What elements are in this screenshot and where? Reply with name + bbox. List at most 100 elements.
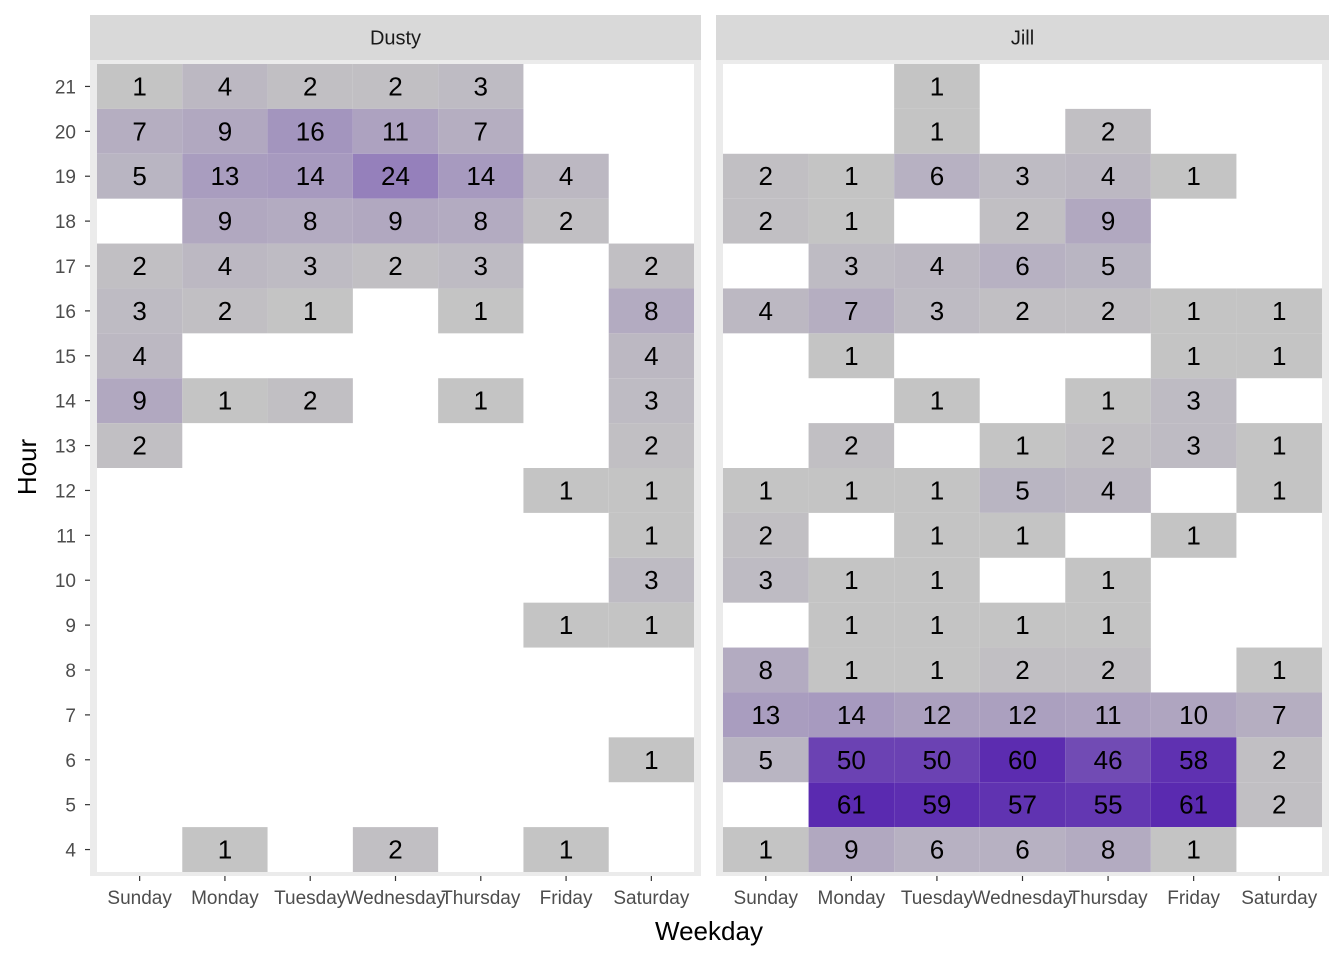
cell-value-label: 1 (930, 655, 944, 685)
cell-value-label: 7 (1272, 700, 1286, 730)
cell-value-label: 1 (1272, 431, 1286, 461)
heat-tile (808, 692, 895, 738)
heat-tile (723, 827, 809, 872)
cell-value-label: 2 (1101, 431, 1115, 461)
cell-value-label: 1 (644, 520, 658, 550)
heat-tile (979, 782, 1066, 828)
heat-tile (1150, 153, 1237, 199)
heat-tile (608, 737, 694, 783)
heat-tile (894, 468, 980, 513)
heat-tile (608, 378, 694, 424)
heat-tile (97, 333, 183, 379)
heat-tile (1236, 692, 1322, 738)
cell-value-label: 8 (644, 296, 658, 326)
heat-tile (808, 647, 895, 693)
cell-value-label: 2 (644, 431, 658, 461)
x-tick-label: Tuesday (274, 888, 347, 909)
heat-tile (97, 288, 183, 334)
cell-value-label: 4 (1101, 161, 1115, 191)
cell-value-label: 8 (759, 655, 773, 685)
cell-value-label: 8 (474, 206, 488, 236)
y-tick-label: 6 (65, 751, 76, 772)
heat-tile (1236, 333, 1322, 379)
y-axis-title: Hour (12, 438, 42, 495)
heat-tile (894, 557, 980, 603)
cell-value-label: 2 (559, 206, 573, 236)
x-tick-label: Sunday (107, 888, 172, 909)
cell-value-label: 1 (132, 71, 146, 101)
cell-value-label: 9 (388, 206, 402, 236)
cell-value-label: 14 (296, 161, 325, 191)
cell-value-label: 1 (1015, 610, 1029, 640)
cell-value-label: 61 (1179, 790, 1208, 820)
cell-value-label: 2 (759, 161, 773, 191)
heat-tile (979, 198, 1066, 244)
cell-value-label: 1 (1186, 341, 1200, 371)
y-tick-label: 8 (65, 661, 76, 682)
heat-tile (608, 243, 694, 289)
cell-value-label: 1 (844, 610, 858, 640)
heat-tile (894, 602, 980, 648)
cell-value-label: 1 (1015, 520, 1029, 550)
heat-tile (894, 647, 980, 693)
heat-tile (894, 737, 980, 783)
heat-tile (808, 333, 895, 379)
cell-value-label: 1 (1272, 475, 1286, 505)
heat-tile (1150, 378, 1237, 424)
heat-tile (352, 64, 439, 109)
heat-tile (438, 64, 524, 109)
heat-tile (1236, 647, 1322, 693)
cell-value-label: 1 (759, 835, 773, 865)
heat-tile (523, 827, 609, 872)
heat-tile (1150, 288, 1237, 334)
cell-value-label: 50 (922, 745, 951, 775)
heat-tile (97, 108, 183, 154)
heat-tile (1150, 827, 1237, 872)
cell-value-label: 16 (296, 116, 325, 146)
cell-value-label: 3 (644, 386, 658, 416)
cell-value-label: 4 (132, 341, 146, 371)
x-tick-label: Sunday (734, 888, 799, 909)
cell-value-label: 1 (218, 386, 232, 416)
cell-value-label: 1 (844, 565, 858, 595)
cell-value-label: 9 (132, 386, 146, 416)
heat-tile (1065, 827, 1151, 872)
cell-value-label: 4 (218, 251, 232, 281)
cell-value-label: 1 (759, 475, 773, 505)
cell-value-label: 1 (844, 161, 858, 191)
y-tick-label: 15 (55, 347, 76, 368)
cell-value-label: 61 (837, 790, 866, 820)
cell-value-label: 1 (218, 835, 232, 865)
cell-value-label: 1 (930, 475, 944, 505)
cell-value-label: 1 (559, 475, 573, 505)
cell-value-label: 3 (1015, 161, 1029, 191)
heat-tile (1150, 423, 1237, 468)
heat-tile (894, 827, 980, 872)
facet-strip (90, 15, 701, 60)
heat-tile (182, 288, 268, 334)
cell-value-label: 2 (132, 251, 146, 281)
heat-tile (523, 468, 609, 513)
heat-tile (608, 288, 694, 334)
heat-tile (1150, 692, 1237, 738)
heat-tile (1065, 468, 1151, 513)
heat-tile (808, 827, 895, 872)
cell-value-label: 2 (388, 835, 402, 865)
cell-value-label: 3 (844, 251, 858, 281)
heat-tile (438, 243, 524, 289)
heat-tile (808, 153, 895, 199)
heat-tile (979, 423, 1066, 468)
facet-strip (716, 15, 1329, 60)
heat-tile (979, 468, 1066, 513)
heat-tile (97, 243, 183, 289)
cell-value-label: 3 (303, 251, 317, 281)
cell-value-label: 2 (644, 251, 658, 281)
heat-tile (267, 153, 353, 199)
heat-tile (1065, 153, 1151, 199)
cell-value-label: 9 (1101, 206, 1115, 236)
heat-tile (1065, 692, 1151, 738)
cell-value-label: 3 (1186, 431, 1200, 461)
heat-tile (1065, 782, 1151, 828)
cell-value-label: 1 (644, 475, 658, 505)
cell-value-label: 2 (303, 386, 317, 416)
